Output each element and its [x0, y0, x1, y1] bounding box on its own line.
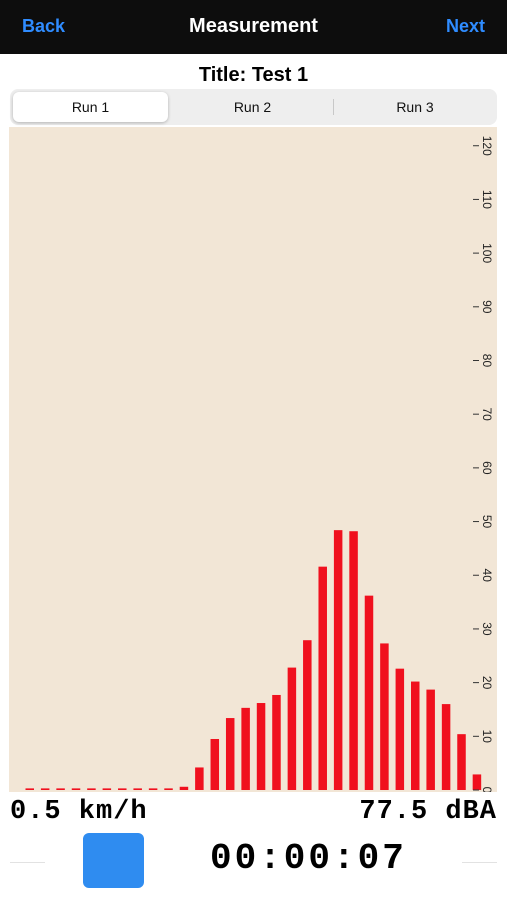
nav-title: Measurement — [189, 15, 318, 37]
segment-divider — [333, 99, 334, 115]
histogram-bar — [195, 767, 204, 790]
histogram-bar — [472, 774, 482, 790]
histogram-bar — [303, 640, 312, 790]
histogram-bar — [380, 643, 389, 790]
stop-button[interactable] — [83, 833, 144, 888]
histogram-bar — [179, 786, 189, 790]
elapsed-timer: 00:00:07 — [210, 838, 407, 879]
histogram-bar — [333, 530, 343, 790]
y-tick-label: 110 — [480, 190, 494, 209]
histogram-bar — [287, 667, 297, 790]
tab-run-3[interactable]: Run 3 — [396, 99, 434, 115]
navigation-bar: Back Measurement Next — [0, 0, 507, 54]
histogram-bar — [164, 788, 173, 790]
histogram-bar — [56, 788, 65, 790]
divider-left — [10, 862, 45, 863]
histogram-bar — [210, 738, 220, 790]
histogram-bar — [71, 788, 81, 790]
histogram-bar — [133, 788, 142, 790]
divider-right — [462, 862, 497, 863]
y-tick-label: 90 — [480, 300, 494, 314]
histogram-bar — [272, 694, 281, 790]
y-tick-label: 60 — [480, 461, 494, 475]
histogram-bar — [118, 788, 127, 790]
histogram-bar — [241, 707, 250, 790]
y-tick-label: 20 — [480, 676, 494, 690]
y-tick-label: 10 — [480, 730, 494, 744]
histogram-bar — [256, 703, 266, 790]
histogram-bar — [40, 788, 50, 790]
histogram-bar — [102, 788, 112, 790]
y-tick-label: 50 — [480, 515, 494, 529]
y-tick-label: 30 — [480, 622, 494, 636]
y-tick-label: 70 — [480, 408, 494, 422]
y-tick-label: 40 — [480, 569, 494, 583]
histogram-bar — [349, 531, 358, 790]
histogram-bar — [87, 788, 96, 790]
histogram-bar — [426, 689, 435, 790]
histogram-bar — [457, 734, 466, 790]
back-button[interactable]: Back — [22, 16, 66, 36]
histogram-bar — [441, 704, 451, 790]
y-axis: 0 10 20 30 40 50 60 70 80 90 100 110 120 — [473, 136, 494, 792]
y-tick-label: 120 — [480, 136, 494, 156]
tab-run-2[interactable]: Run 2 — [233, 99, 272, 115]
histogram-bar — [225, 718, 235, 790]
y-tick-label: 0 — [480, 787, 494, 792]
histogram-bar — [395, 668, 405, 790]
run-segmented-control: Run 1 Run 2 Run 3 — [10, 89, 497, 125]
page-title: Title: Test 1 — [198, 64, 309, 86]
histogram-bar — [411, 681, 420, 790]
histogram-bar — [148, 788, 158, 790]
sound-level-histogram: 0 10 20 30 40 50 60 70 80 90 100 110 120 — [9, 127, 497, 792]
histogram-bar — [25, 788, 34, 790]
y-tick-label: 80 — [480, 354, 494, 368]
next-button[interactable]: Next — [445, 16, 485, 36]
bar-group — [25, 530, 482, 790]
histogram-bar — [364, 595, 374, 790]
tab-run-1[interactable]: Run 1 — [13, 92, 168, 122]
chart-background — [9, 127, 497, 792]
histogram-bar — [318, 566, 327, 790]
speed-readout: 0.5 km/h — [10, 797, 148, 827]
level-readout: 77.5 dBA — [359, 797, 497, 827]
y-tick-label: 100 — [480, 243, 494, 263]
